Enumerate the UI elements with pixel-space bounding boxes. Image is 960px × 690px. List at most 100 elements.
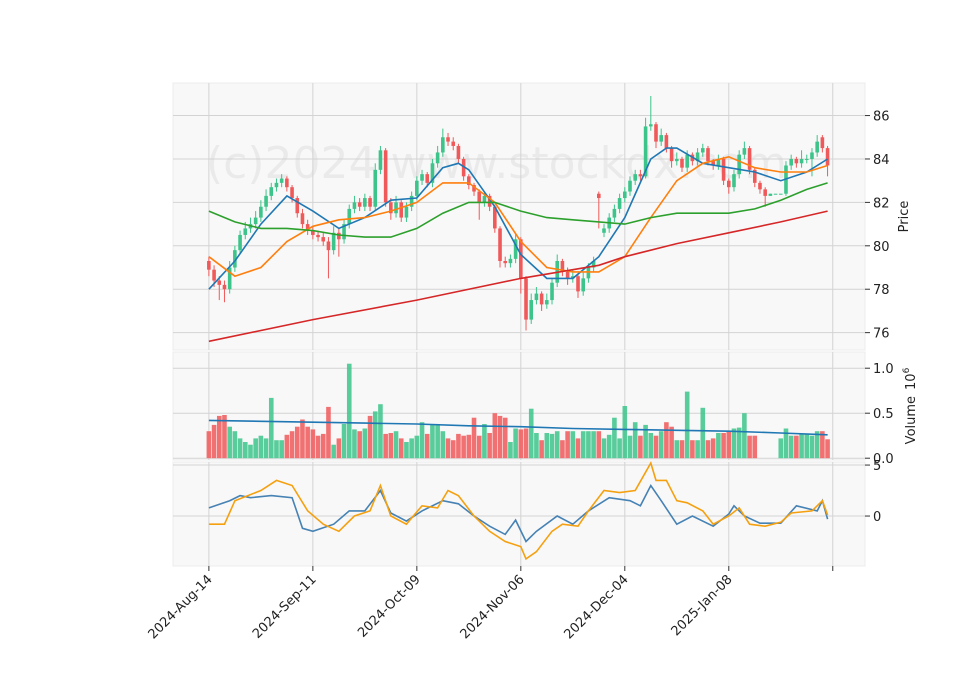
candle-body: [794, 158, 799, 164]
candle-body: [539, 293, 544, 305]
candle-body: [373, 169, 378, 207]
candle-body: [726, 180, 731, 188]
volume-bar: [549, 433, 555, 459]
candle-body: [487, 195, 492, 207]
volume-bar: [253, 438, 258, 459]
volume-bar: [627, 435, 633, 459]
volume-bar: [575, 438, 581, 459]
candle-body: [810, 152, 814, 159]
y-tick-label: 5: [873, 459, 881, 474]
candle-body: [529, 300, 534, 320]
candle-body: [347, 208, 352, 225]
candle-body: [617, 198, 622, 209]
candle-body: [623, 191, 627, 199]
volume-bar: [222, 415, 227, 459]
candle-body: [597, 193, 601, 199]
volume-bar: [726, 431, 732, 459]
candle-body: [415, 180, 419, 196]
volume-bar: [695, 440, 700, 459]
candle-body: [789, 158, 793, 166]
candle-body: [659, 135, 663, 142]
volume-bar: [700, 407, 706, 459]
candle-body: [602, 228, 606, 233]
candle-body: [352, 202, 357, 209]
candle-body: [217, 280, 222, 285]
volume-bar: [211, 424, 217, 459]
volume-bar: [632, 422, 638, 459]
volume-bar: [435, 424, 440, 459]
volume-bar: [388, 433, 394, 459]
candle-body: [752, 169, 757, 183]
candle-body: [425, 174, 430, 183]
volume-bar: [523, 428, 529, 459]
volume-bar: [747, 435, 752, 459]
line-series: [208, 210, 828, 343]
candle-body: [685, 154, 689, 168]
watermark: (c)2024 www.stockdx.com: [206, 138, 787, 189]
y-tick-label: 78: [873, 283, 890, 298]
volume-bar: [736, 427, 742, 459]
candle-body: [269, 187, 274, 196]
volume-bar: [580, 431, 586, 459]
candle-body: [383, 150, 388, 203]
volume-bar: [518, 429, 524, 459]
candle-body: [513, 239, 518, 259]
volume-bar: [284, 434, 290, 459]
volume-bar: [383, 433, 388, 459]
candle-body: [825, 148, 830, 166]
volume-bar: [612, 417, 617, 459]
candle-body: [243, 228, 248, 235]
volume-bar: [294, 426, 300, 459]
volume-bar: [274, 440, 279, 459]
candle-body: [799, 158, 804, 164]
volume-bar: [664, 422, 669, 459]
volume-bar: [502, 417, 508, 459]
candle-body: [363, 198, 367, 207]
candle-body: [493, 206, 497, 229]
candle-body: [643, 126, 648, 177]
volume-bar: [346, 363, 352, 459]
candle-body: [773, 193, 778, 195]
candle-body: [342, 224, 346, 240]
candle-body: [285, 178, 289, 188]
candle-body: [227, 267, 232, 290]
candle-body: [706, 148, 710, 162]
candle-body: [279, 178, 284, 183]
volume-bar: [456, 433, 461, 459]
volume-bar: [237, 438, 243, 459]
volume-bar: [398, 438, 404, 459]
y-tick-label: 76: [873, 327, 890, 342]
volume-bar: [601, 438, 607, 459]
candle-body: [581, 278, 586, 292]
volume-bar: [679, 440, 685, 459]
candle-body: [695, 152, 700, 162]
volume-bar: [497, 415, 503, 459]
volume-bar: [258, 435, 264, 459]
candle-body: [633, 174, 637, 181]
volume-bar: [227, 426, 232, 459]
candle-body: [451, 141, 456, 146]
volume-bar: [248, 444, 253, 459]
candle-body: [482, 195, 487, 203]
volume-bar: [508, 442, 513, 459]
volume-bar: [617, 438, 622, 459]
candle-body: [378, 150, 383, 170]
volume-bar: [424, 433, 430, 459]
volume-bar: [331, 444, 336, 459]
candle-body: [628, 180, 632, 192]
volume-bar: [336, 438, 342, 459]
volume-bar: [362, 428, 368, 459]
candle-body: [472, 185, 476, 192]
candle-body: [815, 141, 819, 153]
volume-bar: [606, 434, 612, 459]
volume-bar: [372, 411, 378, 459]
candle-body: [290, 187, 294, 199]
volume-bar: [778, 438, 784, 459]
candle-body: [711, 161, 715, 166]
candle-body: [326, 241, 331, 251]
panel-background: [172, 82, 866, 351]
volume-bar: [648, 433, 654, 459]
candle-body: [259, 206, 263, 218]
volume-bar: [367, 415, 373, 459]
candle-body: [456, 145, 461, 159]
